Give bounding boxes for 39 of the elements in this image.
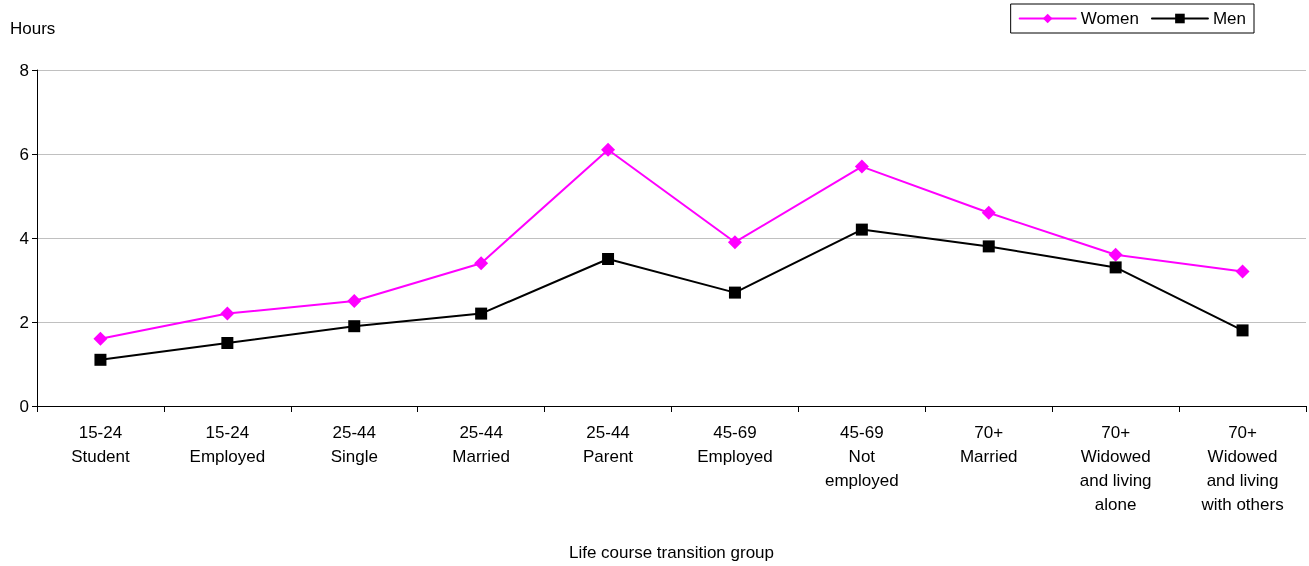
x-tick-label: 70+ Widowed and living alone: [1079, 422, 1152, 514]
point: [220, 306, 235, 321]
point: [474, 256, 489, 271]
point: [347, 294, 362, 308]
point: [1108, 247, 1123, 262]
x-tick-label: 25-44 Single: [330, 422, 378, 466]
point: [728, 286, 741, 299]
y-tick-label: 2: [19, 312, 29, 332]
point: [854, 159, 869, 174]
x-axis-title: Life course transition group: [568, 543, 775, 562]
point: [1109, 261, 1122, 274]
y-tick-label: 6: [19, 144, 29, 164]
x-tick-label: 45-69 Not employed: [824, 422, 899, 490]
point: [982, 240, 995, 253]
point: [602, 253, 615, 265]
point: [601, 142, 616, 157]
x-tick-label: 25-44 Parent: [583, 422, 634, 466]
point: [727, 235, 742, 250]
y-tick-label: 8: [19, 60, 29, 80]
point: [475, 307, 488, 320]
point: [1236, 324, 1249, 337]
y-tick-label: 0: [19, 396, 29, 416]
point: [221, 337, 234, 349]
x-tick-label: 70+ Married: [959, 422, 1018, 466]
legend-label: Men: [1212, 9, 1247, 28]
x-tick-label: 25-44 Married: [452, 422, 510, 466]
point: [855, 223, 868, 236]
point: [94, 353, 107, 366]
point: [981, 205, 996, 220]
x-tick-label: 45-69 Employed: [697, 422, 773, 466]
point: [93, 331, 108, 346]
y-tick-label: 4: [19, 228, 29, 248]
x-tick-label: 70+ Widowed and living with others: [1200, 422, 1284, 514]
x-tick-label: 15-24 Employed: [189, 422, 266, 466]
legend-label: Women: [1080, 9, 1139, 28]
point: [348, 320, 361, 333]
x-tick-label: 15-24 Student: [71, 422, 131, 466]
y-axis-title: Hours: [10, 19, 56, 38]
point: [1235, 264, 1250, 279]
